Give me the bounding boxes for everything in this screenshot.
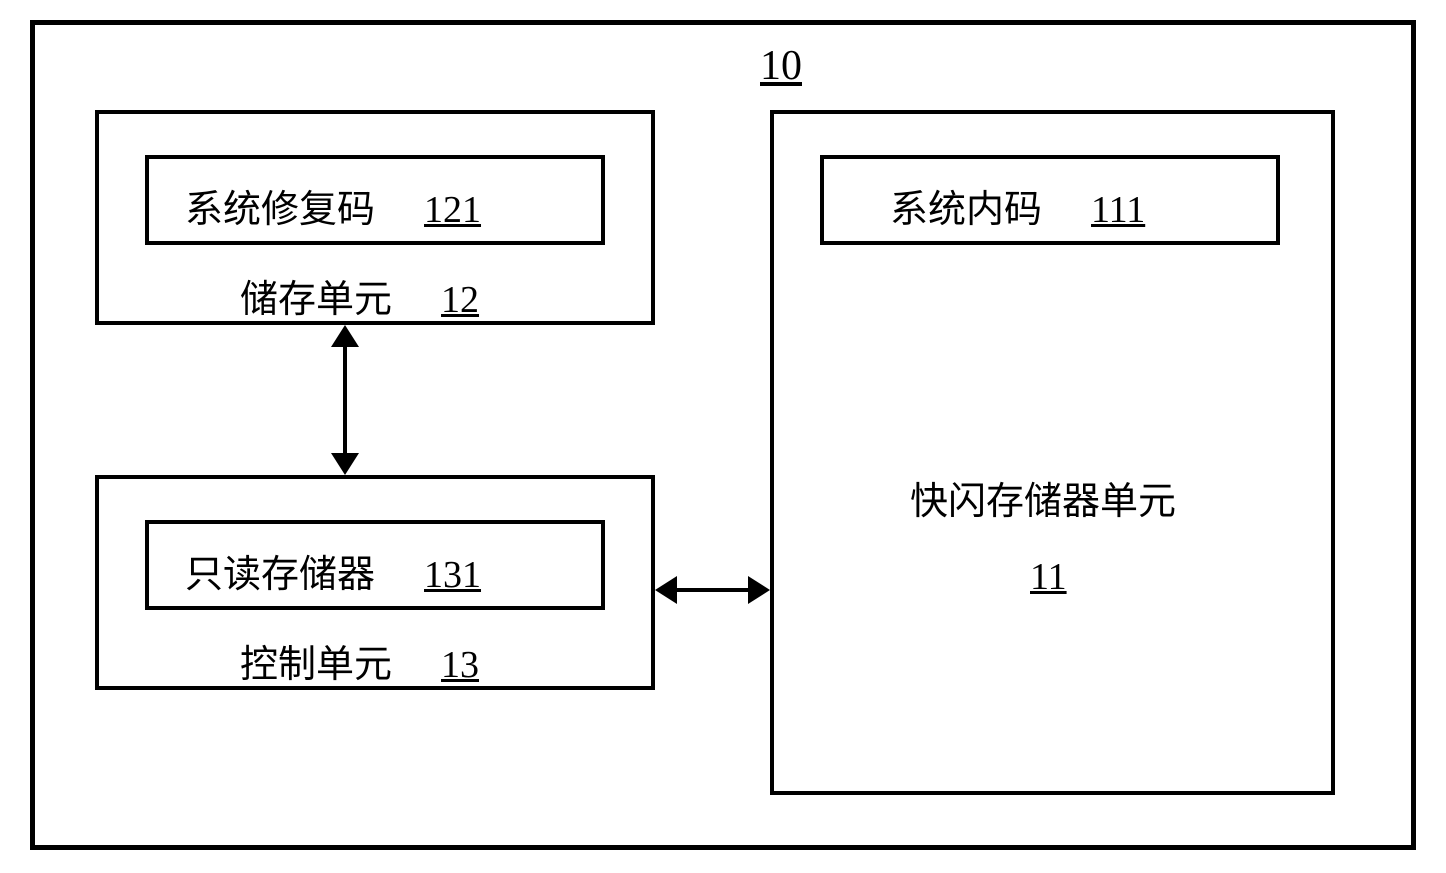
flash-unit-label: 快闪存储器单元 (910, 470, 1176, 525)
inner-code-label-row: 系统内码 111 (890, 178, 1145, 233)
inner-code-id: 111 (1091, 189, 1145, 231)
outer-id-label: 10 (760, 42, 802, 90)
rom-label-row: 只读存储器 131 (185, 543, 481, 598)
repair-code-label: 系统修复码 (185, 189, 375, 231)
storage-unit-label-row: 储存单元 12 (240, 268, 479, 323)
arrow-right-head (748, 576, 770, 604)
arrow-down-head (331, 453, 359, 475)
rom-label: 只读存储器 (185, 554, 375, 596)
flash-unit-id-row: 11 (1030, 555, 1067, 599)
storage-unit-label: 储存单元 (240, 279, 392, 321)
flash-unit-id: 11 (1030, 556, 1067, 598)
outer-id: 10 (760, 43, 802, 89)
arrow-up-head (331, 325, 359, 347)
rom-id: 131 (424, 554, 481, 596)
repair-code-id: 121 (424, 189, 481, 231)
control-unit-label-row: 控制单元 13 (240, 633, 479, 688)
arrow-control-flash (673, 588, 752, 592)
control-unit-id: 13 (441, 644, 479, 686)
arrow-storage-control (343, 343, 347, 457)
arrow-left-head (655, 576, 677, 604)
control-unit-label: 控制单元 (240, 644, 392, 686)
storage-unit-id: 12 (441, 279, 479, 321)
repair-code-label-row: 系统修复码 121 (185, 178, 481, 233)
inner-code-label: 系统内码 (890, 189, 1042, 231)
